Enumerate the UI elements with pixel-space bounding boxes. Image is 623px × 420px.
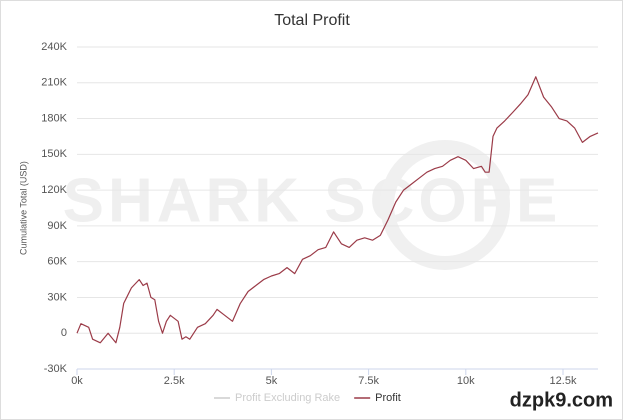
y-tick-label: 60K xyxy=(47,256,67,268)
y-tick-label: 30K xyxy=(47,291,67,303)
y-tick-label: 90K xyxy=(47,220,67,232)
watermark-ring xyxy=(380,140,510,270)
legend-label: Profit Excluding Rake xyxy=(235,392,340,404)
y-tick-label: 0 xyxy=(61,327,67,339)
x-tick-label: 0k xyxy=(71,375,83,387)
y-tick-label: 120K xyxy=(41,184,67,196)
y-tick-label: 180K xyxy=(41,112,67,124)
y-tick-label: -30K xyxy=(44,363,68,375)
x-tick-label: 2.5k xyxy=(164,375,185,387)
x-tick-label: 12.5k xyxy=(550,375,577,387)
y-tick-label: 210K xyxy=(41,77,67,89)
y-axis-label: Cumulative Total (USD) xyxy=(18,161,28,255)
x-tick-label: 5k xyxy=(266,375,278,387)
line-series xyxy=(76,76,599,344)
x-tick-label: 7.5k xyxy=(358,375,379,387)
chart-title: Total Profit xyxy=(274,12,350,29)
watermark: SHARK SCOPE xyxy=(63,166,562,235)
site-watermark: dzpk9.com xyxy=(510,389,613,411)
x-tick-label: 10k xyxy=(457,375,475,387)
y-tick-label: 150K xyxy=(41,148,67,160)
legend-label: Profit xyxy=(375,392,401,404)
y-tick-label: 240K xyxy=(41,41,67,53)
